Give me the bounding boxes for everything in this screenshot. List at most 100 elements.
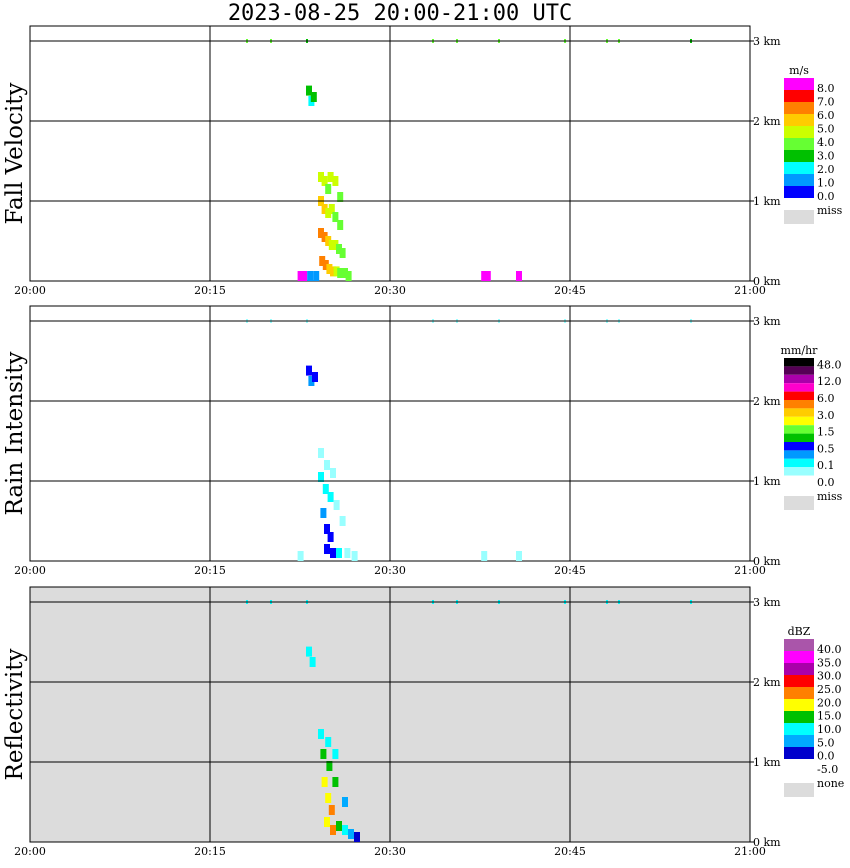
panel-1-colorbar-swatch-0 bbox=[784, 358, 814, 367]
panel-1-ytick-label-0: 0 km bbox=[753, 555, 781, 568]
panel-1-colorbar-label-4: 1.5 bbox=[817, 426, 835, 439]
panel-1-echo-18 bbox=[344, 548, 351, 558]
panel-1-colorbar-swatch-4 bbox=[784, 391, 814, 400]
panel-1-colorbar-label-3: 3.0 bbox=[817, 409, 835, 422]
panel-0-colorbar-label-4: 4.0 bbox=[817, 136, 835, 149]
panel-1-colorbar-swatch-9 bbox=[784, 433, 814, 442]
panel-2-colorbar-label-5: 15.0 bbox=[817, 710, 842, 723]
panel-1-echo-21 bbox=[516, 551, 522, 561]
panel-1-xtick-label-0: 20:00 bbox=[14, 564, 46, 577]
panel-0-echo-15 bbox=[325, 208, 332, 218]
panel-1-echo-17 bbox=[336, 548, 342, 558]
panel-2-colorbar-swatch-4 bbox=[784, 687, 814, 699]
panel-0-xtick-label-2: 20:30 bbox=[374, 284, 406, 297]
panel-1-colorbar-label-6: 0.1 bbox=[817, 459, 835, 472]
panel-0-echo-21 bbox=[325, 236, 332, 246]
panel-1-colorbar-swatch-10 bbox=[784, 442, 814, 451]
panel-0-echo-32 bbox=[342, 268, 348, 278]
panel-2-echo-7 bbox=[332, 777, 339, 787]
panel-2-colorbar-swatch-5 bbox=[784, 699, 814, 711]
panel-0-echo-36 bbox=[516, 271, 522, 281]
panel-2-xtick-label-1: 20:15 bbox=[194, 845, 226, 858]
panel-1-echo-12 bbox=[320, 508, 327, 518]
panel-2-echo-1 bbox=[309, 657, 316, 667]
panel-2-colorbar-swatch-3 bbox=[784, 675, 814, 687]
panel-2-echo-13 bbox=[336, 821, 342, 831]
panel-2-colorbar-label-4: 20.0 bbox=[817, 696, 842, 709]
panel-1-echo-6 bbox=[330, 468, 336, 478]
panel-0-xtick-label-3: 20:45 bbox=[554, 284, 586, 297]
panel-2-colorbar-swatch-8 bbox=[784, 735, 814, 747]
panel-1-echo-14 bbox=[327, 532, 334, 542]
panel-0-xtick-label-4: 21:00 bbox=[734, 284, 766, 297]
panel-1-colorbar-swatch-3 bbox=[784, 383, 814, 392]
panel-2-colorbar-swatch-6 bbox=[784, 711, 814, 723]
panel-2-echo-17 bbox=[342, 797, 348, 807]
panel-2-echo-11 bbox=[324, 817, 330, 827]
panel-0-echo-31 bbox=[337, 268, 344, 278]
panel-0-xtick-label-0: 20:00 bbox=[14, 284, 46, 297]
panel-1-ytick-label-1: 1 km bbox=[753, 475, 781, 488]
panel-1-ytick-label-2: 2 km bbox=[753, 395, 781, 408]
panel-0-colorbar-swatch-2 bbox=[784, 102, 814, 114]
panel-2-colorbar-label-6: 10.0 bbox=[817, 723, 842, 736]
panel-0-echo-8 bbox=[321, 176, 328, 186]
panel-2-ytick-label-3: 3 km bbox=[753, 596, 781, 609]
panel-2-echo-15 bbox=[348, 829, 354, 839]
panel-2-ytick-label-0: 0 km bbox=[753, 836, 781, 849]
panel-2-colorbar-label-7: 5.0 bbox=[817, 736, 835, 749]
panel-2-colorbar-missing-swatch bbox=[784, 783, 814, 797]
panel-1-echo-8 bbox=[322, 484, 329, 494]
panel-2-colorbar-swatch-2 bbox=[784, 663, 814, 675]
panel-0-echo-5 bbox=[307, 271, 314, 281]
panel-1-colorbar-swatch-8 bbox=[784, 425, 814, 434]
panel-1-echo-9 bbox=[327, 492, 334, 502]
panel-0-ytick-label-1: 1 km bbox=[753, 195, 781, 208]
panel-2-colorbar-label-3: 25.0 bbox=[817, 683, 842, 696]
panel-1-colorbar-swatch-2 bbox=[784, 374, 814, 384]
panel-2-ylabel: Reflectivity bbox=[2, 649, 28, 781]
panel-1-echo-20 bbox=[481, 551, 488, 561]
panel-1-echo-5 bbox=[324, 460, 330, 470]
panel-1-colorbar-swatch-5 bbox=[784, 400, 814, 409]
panel-0-echo-17 bbox=[332, 212, 339, 222]
panel-2-ytick-label-1: 1 km bbox=[753, 756, 781, 769]
panel-1-echo-0 bbox=[306, 365, 312, 376]
panel-2-xtick-label-3: 20:45 bbox=[554, 845, 586, 858]
panel-0-xtick-label-1: 20:15 bbox=[194, 284, 226, 297]
panel-1-ylabel: Rain Intensity bbox=[2, 351, 28, 515]
panel-2-echo-16 bbox=[354, 832, 360, 842]
panel-2-xtick-label-2: 20:30 bbox=[374, 845, 406, 858]
panel-0-echo-22 bbox=[328, 240, 335, 250]
panel-1-colorbar-label-0: 48.0 bbox=[817, 358, 842, 371]
panel-2-ytick-label-2: 2 km bbox=[753, 676, 781, 689]
panel-1-xtick-label-2: 20:30 bbox=[374, 564, 406, 577]
panel-1-echo-11 bbox=[339, 516, 346, 526]
panel-1-echo-2 bbox=[312, 372, 318, 382]
panel-1-colorbar-swatch-13 bbox=[784, 467, 814, 476]
panel-0-colorbar-label-2: 6.0 bbox=[817, 109, 835, 122]
panel-2-colorbar-unit: dBZ bbox=[788, 625, 811, 638]
panel-0-colorbar-swatch-0 bbox=[784, 78, 814, 90]
panel-0-colorbar-label-5: 3.0 bbox=[817, 150, 835, 163]
panel-0-colorbar-swatch-9 bbox=[784, 186, 814, 198]
panel-0-echo-0 bbox=[306, 85, 312, 96]
panel-0-echo-2 bbox=[310, 92, 317, 102]
panel-2-echo-9 bbox=[325, 793, 332, 803]
panel-0-echo-27 bbox=[322, 260, 329, 270]
panel-1-colorbar-swatch-6 bbox=[784, 408, 814, 417]
panel-1-echo-10 bbox=[333, 500, 340, 510]
panel-1-colorbar-swatch-14 bbox=[784, 475, 814, 484]
panel-1-colorbar-label-7: 0.0 bbox=[817, 476, 835, 489]
panel-0-echo-3 bbox=[297, 271, 304, 281]
panel-0-echo-10 bbox=[327, 172, 334, 182]
panel-1-echo-7 bbox=[318, 472, 324, 482]
panel-0-colorbar-swatch-8 bbox=[784, 174, 814, 186]
panel-0-echo-6 bbox=[313, 271, 320, 281]
panel-1-colorbar-swatch-1 bbox=[784, 366, 814, 375]
panel-2-echo-12 bbox=[330, 825, 336, 835]
panel-0-ytick-label-0: 0 km bbox=[753, 275, 781, 288]
chart-title: 2023-08-25 20:00-21:00 UTC bbox=[227, 1, 573, 26]
panel-1-echo-3 bbox=[297, 551, 304, 561]
